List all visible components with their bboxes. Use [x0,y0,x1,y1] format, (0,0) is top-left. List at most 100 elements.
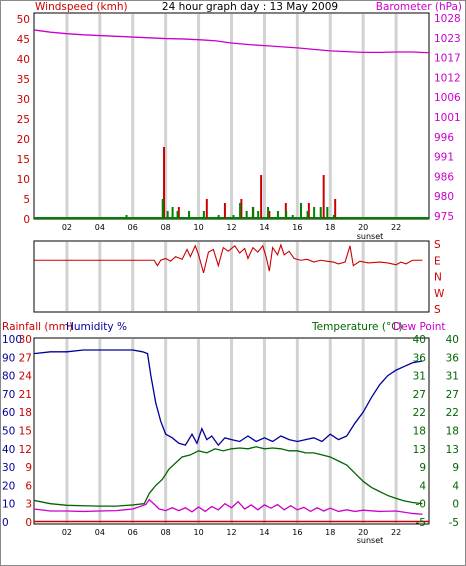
gust-bar-0 [163,147,166,218]
wind-direction-series [34,243,423,274]
wind-bar-22 [332,215,335,218]
temperature-tick: -5 [449,517,459,529]
rain-tick: 12 [19,444,32,456]
wind-bar-4 [176,211,179,218]
rain-tick: 15 [19,426,32,438]
wind-bar-18 [306,211,309,218]
x-tick: 18 [325,528,335,537]
temperature-tick-inner: -0 [416,499,426,511]
windspeed-tick: 40 [17,54,30,66]
temperature-tick-inner: 9 [419,462,426,474]
windspeed-tick: 0 [23,214,30,226]
wind-bar-12 [257,211,260,218]
x-tick: 04 [95,223,105,232]
temp-humidity-plot-frame [33,337,430,525]
barometer-axis-label: Barometer (hPa) [376,1,462,13]
humidity-tick: 70 [2,389,15,401]
x-tick: 16 [292,528,302,537]
temperature-tick-inner: 31 [413,371,426,383]
rain-tick: 24 [19,371,33,383]
barometer-tick: 1001 [434,112,461,124]
x-tick: 02 [62,223,72,232]
wind-bar-3 [171,207,174,218]
wind-bar-17 [299,203,302,218]
dew-point-series [33,498,423,515]
wind-bar-1 [161,199,164,218]
wind-bar-11 [252,207,255,218]
barometer-tick: 1023 [434,33,461,45]
gust-bar-6 [260,175,263,218]
gust-bar-2 [205,199,208,218]
barometer-series [33,29,430,54]
humidity-tick: 20 [2,480,15,492]
wind-bar-19 [313,207,316,218]
gust-bar-7 [268,211,271,218]
temperature-tick: 0 [452,499,459,511]
humidity-series [33,349,423,447]
x-tick: 08 [161,528,171,537]
windspeed-tick: 45 [17,34,30,46]
temperature-tick: 9 [452,462,459,474]
rain-axis: 0 3 6 9 12 15 18 21 24 27 30 [19,334,33,529]
humidity-tick: 100 [2,334,22,346]
barometer-tick: 980 [434,191,454,203]
x-tick: 06 [128,528,138,537]
rain-tick: 18 [19,407,32,419]
x-tick: 22 [391,223,401,232]
temperature-axis: -5 0 4 9 13 18 22 27 31 36 40 [446,334,460,529]
wind-bar-9 [239,203,242,218]
windspeed-tick: 35 [17,74,30,86]
temperature-tick-inner: 40 [413,334,426,346]
wind-bar-0 [125,215,128,218]
temperature-tick: 18 [446,426,459,438]
temperature-tick: 4 [452,480,459,492]
x-tick: 08 [161,223,171,232]
x-tick: 22 [391,528,401,537]
temp-humidity-lines [33,349,429,523]
legend-temperature: Temperature (°C) [311,321,403,333]
x-tick: 10 [193,528,203,537]
windspeed-tick: 10 [17,174,30,186]
windspeed-tick: 20 [17,134,30,146]
x-tick: 06 [128,223,138,232]
wind-bar-10 [245,211,248,218]
gust-bar-8 [284,203,287,218]
temperature-tick-inner: 13 [413,444,426,456]
windspeed-tick: 25 [17,114,30,126]
gust-bar-1 [177,207,180,218]
wind-direction-grid [65,242,398,311]
wind-baro-x-axis: 02 04 06 08 10 12 14 16 18 20 22 [62,223,401,232]
rain-tick: 6 [25,480,32,492]
gust-bar-10 [322,175,325,218]
barometer-axis: 975 980 986 991 996 1001 1006 1012 1017 1023 1028 [434,13,461,223]
temp-humidity-x-axis: 02 04 06 08 10 12 14 16 18 20 22 [62,528,401,537]
temperature-tick-inner: 36 [413,352,427,364]
sunset-label-1: sunset [357,232,384,241]
direction-tick: E [434,255,441,267]
windspeed-axis: 0 5 10 15 20 25 30 35 40 45 50 [17,14,30,226]
chart-title: 24 hour graph day : 13 May 2009 [162,1,338,13]
windspeed-tick: 5 [23,194,30,206]
gust-bar-4 [240,199,243,218]
windspeed-axis-label: Windspeed (kmh) [35,1,128,13]
x-tick: 18 [325,223,335,232]
temperature-tick-inner: -5 [416,517,426,529]
x-tick: 20 [358,528,368,537]
rain-tick: 9 [25,462,32,474]
wind-bar-20 [319,207,322,218]
humidity-tick: 60 [2,407,15,419]
humidity-tick: 80 [2,371,15,383]
barometer-tick: 1028 [434,13,461,25]
wind-bar-5 [188,211,191,218]
x-tick: 04 [95,528,105,537]
direction-tick: W [434,288,445,300]
gust-bar-11 [334,199,337,218]
barometer-tick: 1006 [434,92,461,104]
wind-baro-grid [34,14,429,219]
wind-direction-plot-frame [33,240,430,313]
wind-bar-6 [202,211,205,218]
windspeed-tick: 15 [17,154,30,166]
